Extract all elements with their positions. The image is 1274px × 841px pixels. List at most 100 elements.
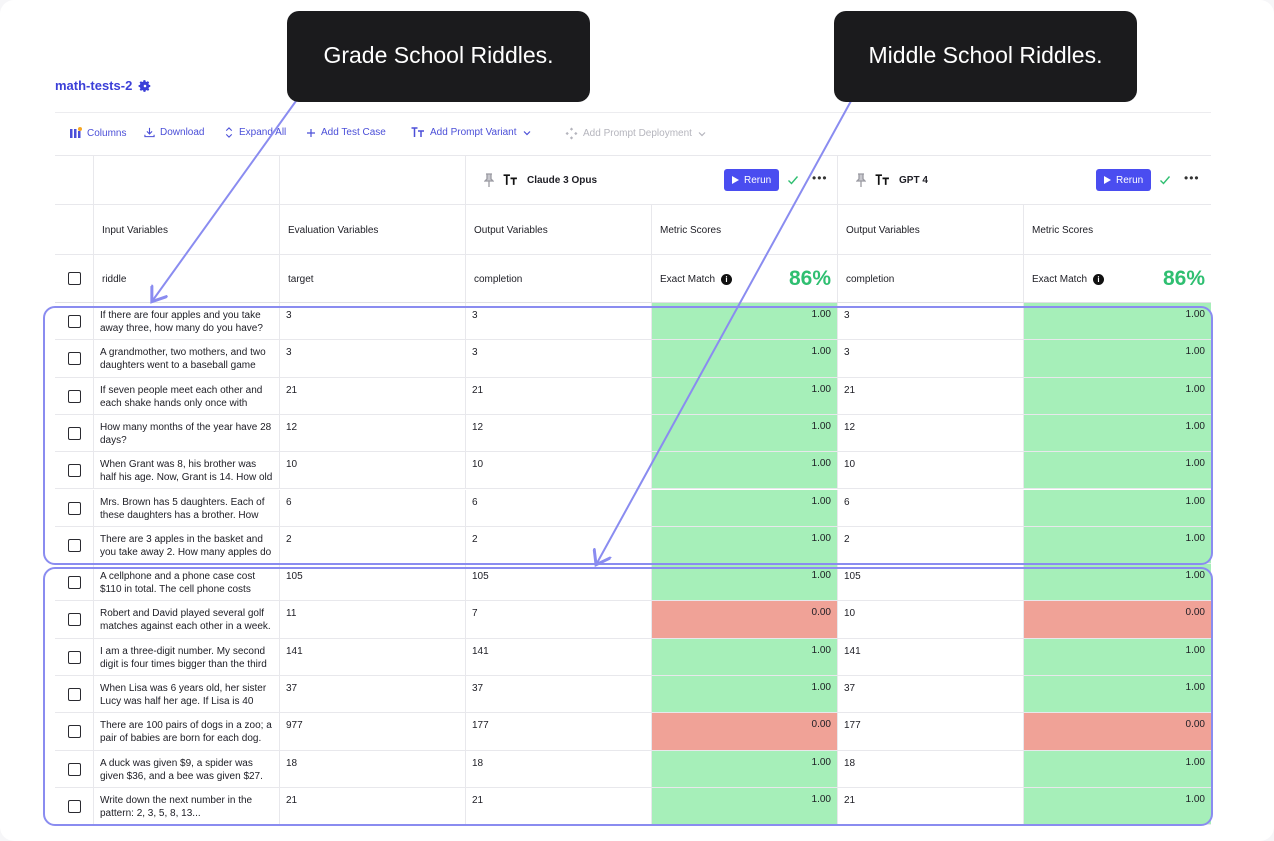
target-cell[interactable]: 10	[286, 459, 298, 471]
table-row[interactable]: A duck was given $9, a spider was given …	[55, 750, 1211, 788]
completion-cell[interactable]: 3	[844, 310, 850, 321]
table-row[interactable]: Robert and David played several golf mat…	[55, 601, 1211, 639]
row-checkbox[interactable]	[68, 613, 81, 627]
completion-cell[interactable]: 18	[844, 757, 856, 769]
riddle-cell[interactable]: A duck was given $9, a spider was given …	[100, 757, 263, 782]
row-checkbox[interactable]	[68, 762, 81, 776]
riddle-cell[interactable]: A cellphone and a phone case cost $110 i…	[100, 571, 256, 596]
table-row[interactable]: If there are four apples and you take aw…	[55, 303, 1211, 341]
target-cell[interactable]: 2	[286, 533, 292, 545]
completion-cell[interactable]: 2	[844, 533, 850, 545]
completion-cell[interactable]: 7	[472, 608, 478, 620]
pin-icon[interactable]	[856, 173, 866, 187]
completion-cell[interactable]: 21	[844, 384, 856, 396]
info-icon[interactable]: i	[721, 274, 733, 285]
more-icon[interactable]: •••	[1184, 171, 1200, 185]
add-prompt-variant-button[interactable]: Add Prompt Variant	[411, 127, 532, 138]
riddle-cell[interactable]: When Grant was 8, his brother was half h…	[100, 459, 273, 484]
select-all-checkbox[interactable]	[68, 272, 81, 285]
riddle-cell[interactable]: I am a three-digit number. My second dig…	[100, 645, 267, 670]
riddle-cell[interactable]: Write down the next number in the patter…	[100, 794, 253, 819]
row-checkbox[interactable]	[68, 799, 81, 813]
rerun-button[interactable]: Rerun	[724, 169, 780, 191]
completion-cell[interactable]: 37	[844, 683, 856, 694]
table-row[interactable]: Mrs. Brown has 5 daughters. Each of thes…	[55, 489, 1211, 527]
table-row[interactable]: There are 3 apples in the basket and you…	[55, 526, 1211, 565]
completion-cell[interactable]: 37	[472, 683, 484, 694]
completion-cell[interactable]: 177	[844, 720, 861, 732]
completion-cell[interactable]: 177	[472, 720, 489, 732]
completion-cell[interactable]: 6	[844, 496, 850, 508]
table-row[interactable]: If seven people meet each other and each…	[55, 377, 1211, 415]
completion-cell[interactable]: 3	[472, 347, 478, 359]
table-row[interactable]: How many months of the year have 28 days…	[55, 414, 1211, 453]
expand-all-button[interactable]: Expand All	[224, 127, 286, 138]
table-row[interactable]: A cellphone and a phone case cost $110 i…	[55, 564, 1211, 602]
project-title-text[interactable]: math-tests-2	[55, 78, 133, 93]
target-cell[interactable]: 6	[286, 496, 292, 508]
riddle-cell[interactable]: How many months of the year have 28 days…	[100, 421, 272, 446]
completion-cell[interactable]: 105	[472, 571, 489, 583]
riddle-cell[interactable]: When Lisa was 6 years old, her sister Lu…	[100, 683, 267, 707]
target-cell[interactable]: 11	[286, 608, 297, 620]
completion-cell[interactable]: 10	[844, 459, 856, 471]
riddle-cell[interactable]: A grandmother, two mothers, and two daug…	[100, 347, 266, 372]
completion-cell[interactable]: 2	[472, 533, 478, 545]
completion-cell[interactable]: 141	[472, 645, 489, 657]
completion-cell[interactable]: 12	[472, 421, 484, 433]
table-row[interactable]: Write down the next number in the patter…	[55, 787, 1211, 826]
completion-cell[interactable]: 3	[472, 310, 478, 321]
completion-cell[interactable]: 10	[472, 459, 484, 471]
riddle-cell[interactable]: Mrs. Brown has 5 daughters. Each of thes…	[100, 496, 265, 521]
table-row[interactable]: When Grant was 8, his brother was half h…	[55, 452, 1211, 490]
completion-cell[interactable]: 141	[844, 645, 861, 657]
table-row[interactable]: When Lisa was 6 years old, her sister Lu…	[55, 676, 1211, 714]
table-row[interactable]: A grandmother, two mothers, and two daug…	[55, 340, 1211, 378]
row-checkbox[interactable]	[68, 725, 81, 739]
riddle-cell[interactable]: There are 3 apples in the basket and you…	[100, 533, 272, 558]
table-row[interactable]: There are 100 pairs of dogs in a zoo; a …	[55, 713, 1211, 751]
target-cell[interactable]: 3	[286, 347, 292, 359]
download-button[interactable]: Download	[144, 127, 204, 138]
target-cell[interactable]: 977	[286, 720, 303, 732]
completion-cell[interactable]: 10	[844, 608, 856, 620]
add-prompt-deployment-button[interactable]: Add Prompt Deployment	[565, 127, 707, 140]
completion-cell[interactable]: 21	[844, 794, 856, 806]
row-checkbox[interactable]	[68, 315, 81, 328]
completion-cell[interactable]: 21	[472, 384, 484, 396]
completion-cell[interactable]: 6	[472, 496, 478, 508]
rerun-button[interactable]: Rerun	[1096, 169, 1152, 191]
row-checkbox[interactable]	[68, 538, 81, 552]
riddle-cell[interactable]: Robert and David played several golf mat…	[100, 608, 271, 633]
row-checkbox[interactable]	[68, 352, 81, 366]
table-row[interactable]: I am a three-digit number. My second dig…	[55, 638, 1211, 676]
target-cell[interactable]: 141	[286, 645, 303, 657]
target-cell[interactable]: 21	[286, 794, 298, 806]
completion-cell[interactable]: 18	[472, 757, 484, 769]
add-test-case-button[interactable]: Add Test Case	[306, 127, 386, 138]
completion-cell[interactable]: 12	[844, 421, 856, 433]
row-checkbox[interactable]	[68, 389, 81, 403]
target-cell[interactable]: 12	[286, 421, 298, 433]
riddle-cell[interactable]: If seven people meet each other and each…	[100, 384, 263, 409]
gear-icon[interactable]	[138, 79, 152, 93]
target-cell[interactable]: 3	[286, 310, 292, 321]
target-cell[interactable]: 21	[286, 384, 298, 396]
row-checkbox[interactable]	[68, 426, 81, 440]
columns-button[interactable]: Columns	[70, 127, 126, 139]
riddle-cell[interactable]: There are 100 pairs of dogs in a zoo; a …	[100, 720, 272, 745]
target-cell[interactable]: 37	[286, 683, 298, 694]
row-checkbox[interactable]	[68, 688, 81, 701]
pin-icon[interactable]	[484, 173, 494, 187]
target-cell[interactable]: 105	[286, 571, 303, 583]
info-icon[interactable]: i	[1093, 274, 1105, 285]
target-cell[interactable]: 18	[286, 757, 298, 769]
row-checkbox[interactable]	[68, 650, 81, 664]
row-checkbox[interactable]	[68, 501, 81, 515]
row-checkbox[interactable]	[68, 464, 81, 478]
more-icon[interactable]: •••	[812, 171, 828, 185]
completion-cell[interactable]: 3	[844, 347, 850, 359]
riddle-cell[interactable]: If there are four apples and you take aw…	[100, 310, 263, 334]
completion-cell[interactable]: 105	[844, 571, 861, 583]
row-checkbox[interactable]	[68, 576, 81, 590]
